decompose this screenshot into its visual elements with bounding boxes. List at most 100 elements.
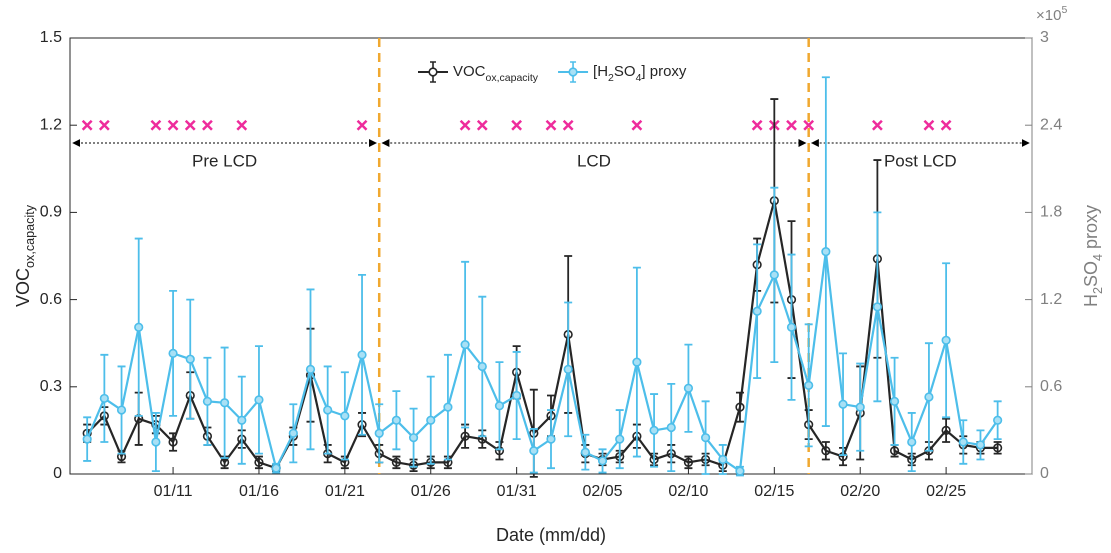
data-point xyxy=(116,405,127,415)
data-point xyxy=(924,392,934,402)
legend-label-part: ox,capacity xyxy=(486,72,539,84)
y2-tick-label: 1.8 xyxy=(1040,204,1062,221)
legend-label-part: 2 xyxy=(608,72,614,84)
x-tick-label: 01/31 xyxy=(497,483,537,500)
period-label: Post LCD xyxy=(884,151,957,170)
y2-exponent: ×105 xyxy=(1036,4,1067,24)
data-point xyxy=(855,402,865,412)
y2-tick-label: 2.4 xyxy=(1040,116,1062,133)
data-point xyxy=(288,428,298,438)
data-point xyxy=(529,446,539,456)
data-point xyxy=(237,415,247,425)
event-marker xyxy=(751,119,763,131)
data-point xyxy=(993,415,1003,425)
legend-label-part: SO xyxy=(614,63,636,80)
data-point xyxy=(408,433,419,443)
data-point xyxy=(632,357,642,367)
data-point xyxy=(340,411,350,421)
y-tick-label: 0.6 xyxy=(40,291,62,308)
data-point xyxy=(151,437,161,447)
data-point xyxy=(735,466,745,476)
event-marker xyxy=(786,119,797,131)
x-tick-label: 01/11 xyxy=(154,483,193,500)
y-tick-label: 0.9 xyxy=(40,204,62,221)
legend-label-part: [H xyxy=(593,63,608,80)
event-marker xyxy=(150,119,162,131)
data-point xyxy=(735,402,745,412)
event-marker xyxy=(202,119,213,131)
y2-exponent-part: 5 xyxy=(1061,4,1067,16)
legend-label-part: 4 xyxy=(636,72,642,84)
event-marker xyxy=(940,119,952,131)
data-point xyxy=(254,395,264,405)
event-marker xyxy=(562,119,574,131)
data-point xyxy=(443,402,453,412)
data-point xyxy=(512,390,522,401)
data-point xyxy=(202,396,213,406)
data-point xyxy=(889,396,900,406)
event-marker xyxy=(511,119,523,131)
event-marker xyxy=(545,119,557,131)
data-point xyxy=(563,364,573,374)
y2-axis-label: H2SO4 proxy xyxy=(1081,205,1106,307)
data-point xyxy=(546,434,556,444)
y2-axis-label-part: 4 xyxy=(1091,254,1105,261)
y2-tick-label: 0 xyxy=(1040,465,1049,482)
data-point xyxy=(769,270,779,280)
y-axis-label: VOCox,capacity xyxy=(13,204,38,307)
event-marker xyxy=(476,119,488,131)
data-point xyxy=(752,306,762,316)
data-point xyxy=(838,399,848,409)
data-point xyxy=(391,457,401,467)
data-point xyxy=(305,364,316,374)
data-point xyxy=(666,422,676,433)
y2-tick-label: 0.6 xyxy=(1040,378,1062,395)
data-point xyxy=(993,443,1003,453)
data-point xyxy=(804,380,814,390)
data-point xyxy=(597,456,608,466)
x-tick-label: 02/20 xyxy=(840,483,880,500)
data-point xyxy=(975,440,986,450)
data-point xyxy=(185,354,195,364)
series-line xyxy=(86,200,998,470)
y-tick-label: 0.3 xyxy=(40,378,62,395)
y2-exponent-part: ×10 xyxy=(1036,7,1061,24)
y-axis-label-part: ox,capacity xyxy=(23,204,37,268)
data-point xyxy=(941,425,951,436)
y-tick-label: 1.5 xyxy=(40,29,62,46)
data-point xyxy=(391,415,401,425)
y2-axis-label-part: SO xyxy=(1081,261,1101,287)
data-point xyxy=(134,322,144,332)
legend-swatch xyxy=(568,67,578,77)
y2-axis-label-part: H xyxy=(1081,294,1101,307)
y2-axis-label-part: 2 xyxy=(1091,287,1105,294)
legend-label: [H2SO4] proxy xyxy=(593,63,687,84)
data-point xyxy=(82,434,92,444)
legend-label-part: VOC xyxy=(453,63,486,80)
data-point xyxy=(821,247,831,257)
data-point xyxy=(271,463,281,473)
x-tick-label: 02/10 xyxy=(668,483,708,500)
data-point xyxy=(580,447,590,457)
x-axis-label: Date (mm/dd) xyxy=(496,525,606,545)
data-point xyxy=(460,431,470,441)
legend-label: VOCox,capacity xyxy=(453,63,539,84)
data-point xyxy=(941,335,951,345)
data-point xyxy=(718,454,728,465)
data-point xyxy=(649,425,659,436)
data-point xyxy=(374,428,384,438)
data-point xyxy=(786,322,797,332)
x-tick-label: 01/26 xyxy=(411,483,451,500)
event-marker xyxy=(803,119,815,131)
period-label: Pre LCD xyxy=(192,151,257,170)
x-tick-label: 01/21 xyxy=(325,483,365,500)
data-point xyxy=(683,383,694,393)
data-point xyxy=(357,350,367,360)
data-point xyxy=(168,348,178,358)
event-marker xyxy=(356,119,368,131)
data-point xyxy=(323,405,333,415)
event-marker xyxy=(459,119,471,131)
data-point xyxy=(907,437,917,447)
y2-tick-label: 1.2 xyxy=(1040,291,1062,308)
